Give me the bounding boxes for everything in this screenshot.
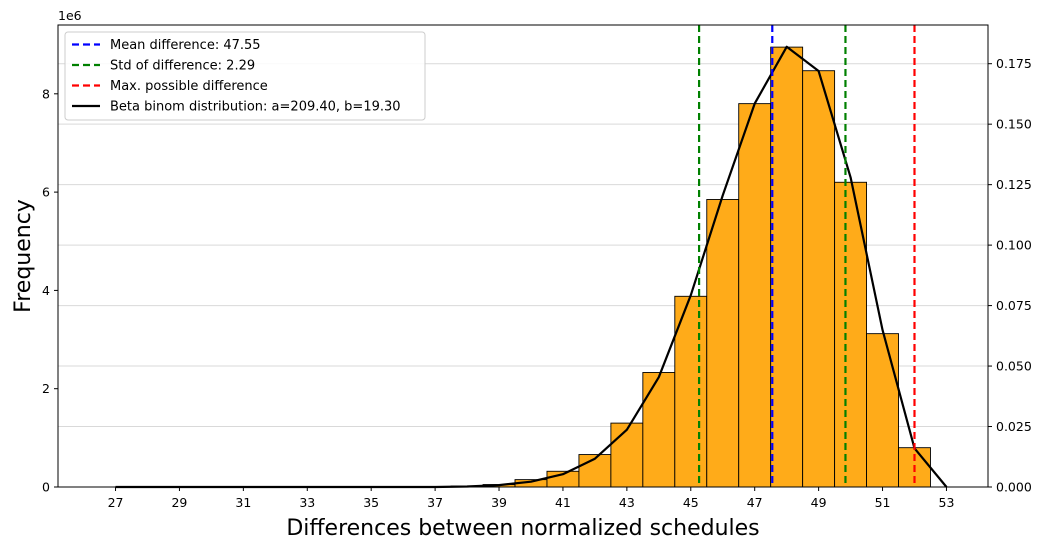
y2-tick-label: 0.100	[996, 238, 1032, 253]
histogram-bars	[418, 46, 931, 488]
x-tick-label: 53	[939, 495, 955, 510]
legend: Mean difference: 47.55 Std of difference:…	[64, 31, 426, 121]
y2-tick-label: 0.150	[996, 117, 1032, 132]
reference-lines	[697, 25, 916, 487]
legend-label: Std of difference: 2.29	[110, 59, 255, 74]
histogram-bar	[738, 103, 772, 488]
histogram-bar	[866, 333, 899, 488]
x-tick-label: 33	[299, 495, 315, 510]
histogram-bar	[706, 199, 740, 488]
x-tick-label: 43	[619, 495, 635, 510]
x-tick-label: 35	[363, 495, 379, 510]
x-axis-title: Differences between normalized schedules	[286, 516, 759, 541]
y-tick-label: 4	[42, 283, 50, 298]
x-tick-label: 51	[875, 495, 891, 510]
y-tick-label: 6	[42, 185, 50, 200]
legend-label: Max. possible difference	[110, 79, 268, 94]
plot-frame	[57, 24, 989, 488]
y2-axis-ticks: 0.000 0.025 0.050 0.075 0.100 0.125 0.150 0.175	[988, 56, 1032, 495]
x-tick-label: 37	[427, 495, 443, 510]
histogram-bar	[642, 372, 676, 488]
y2-tick-label: 0.125	[996, 177, 1032, 192]
legend-label: Mean difference: 47.55	[110, 38, 261, 53]
histogram-bar	[802, 70, 836, 488]
y-axis-ticks: 0 2 4 6 8	[42, 86, 58, 495]
x-tick-label: 27	[108, 495, 124, 510]
histogram-bar	[610, 422, 644, 488]
y2-tick-label: 0.175	[996, 56, 1032, 71]
x-tick-label: 45	[683, 495, 699, 510]
y-tick-label: 8	[42, 86, 50, 101]
x-tick-label: 47	[747, 495, 763, 510]
legend-label: Beta binom distribution: a=209.40, b=19.…	[110, 100, 401, 115]
x-tick-label: 31	[235, 495, 251, 510]
y2-tick-label: 0.075	[996, 298, 1032, 313]
histogram-bar	[770, 46, 804, 488]
y2-tick-label: 0.000	[996, 480, 1032, 495]
y-offset-text: 1e6	[58, 8, 82, 23]
legend-box	[64, 31, 426, 121]
y2-tick-label: 0.050	[996, 359, 1032, 374]
y-axis-title: Frequency	[11, 199, 36, 313]
x-tick-label: 49	[811, 495, 827, 510]
x-tick-label: 29	[171, 495, 187, 510]
x-axis-ticks: 27 29 31 33 35 37 39 41 43 45 47 49 51 53	[108, 487, 955, 510]
y2-tick-label: 0.025	[996, 419, 1032, 434]
y-tick-label: 2	[42, 381, 50, 396]
x-tick-label: 41	[555, 495, 571, 510]
x-tick-label: 39	[491, 495, 507, 510]
y-tick-label: 0	[42, 480, 50, 495]
